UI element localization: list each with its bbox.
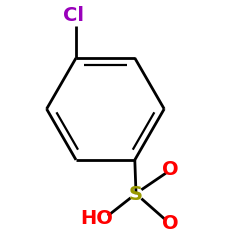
- Text: O: O: [162, 160, 179, 179]
- Text: Cl: Cl: [63, 6, 84, 25]
- Text: HO: HO: [80, 209, 113, 228]
- Text: S: S: [129, 185, 143, 204]
- Text: O: O: [162, 214, 179, 233]
